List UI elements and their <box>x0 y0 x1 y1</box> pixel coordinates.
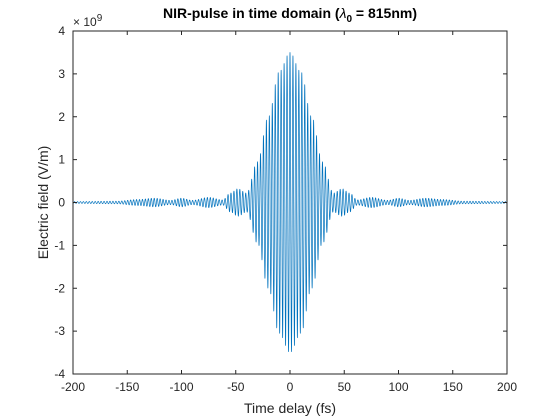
x-tick-label: -50 <box>227 380 245 394</box>
chart-title-symbol: λ <box>339 5 347 21</box>
y-tick-label: 1 <box>58 153 65 167</box>
y-tick-label: 3 <box>58 67 65 81</box>
y-tick-label: -3 <box>54 324 65 338</box>
chart-title-prefix: NIR-pulse in time domain ( <box>163 5 340 21</box>
y-tick-labels: -4 -3 -2 -1 0 1 2 3 4 <box>54 24 65 381</box>
x-tick-label: 50 <box>338 380 352 394</box>
y-tick-label: -2 <box>54 281 65 295</box>
pulse-series-line <box>72 52 508 353</box>
chart-title-subscript: 0 <box>346 14 352 25</box>
chart-title: NIR-pulse in time domain (λ0 = 815nm) <box>163 5 417 25</box>
y-tick-label: 2 <box>58 110 65 124</box>
y-exponent-label: × 109 <box>73 13 103 29</box>
y-axis-label: Electric field (V/m) <box>35 146 51 260</box>
ticks-group <box>72 30 508 375</box>
x-tick-label: -200 <box>61 380 85 394</box>
x-tick-label: 100 <box>388 380 408 394</box>
x-tick-label: 200 <box>497 380 517 394</box>
x-tick-label: 0 <box>287 380 294 394</box>
x-tick-label: 150 <box>443 380 463 394</box>
x-tick-label: -100 <box>169 380 193 394</box>
y-exponent-power: 9 <box>97 13 103 24</box>
chart-title-suffix: = 815nm) <box>352 5 417 21</box>
y-tick-label: 4 <box>58 24 65 38</box>
x-axis-label: Time delay (fs) <box>244 400 336 416</box>
y-tick-label: -4 <box>54 367 65 381</box>
x-tick-label: -150 <box>115 380 139 394</box>
y-tick-label: 0 <box>58 196 65 210</box>
x-tick-labels: -200 -150 -100 -50 0 50 100 150 200 <box>61 380 517 394</box>
y-tick-label: -1 <box>54 238 65 252</box>
series-group <box>72 52 508 353</box>
y-exponent-base: × 10 <box>73 15 97 29</box>
